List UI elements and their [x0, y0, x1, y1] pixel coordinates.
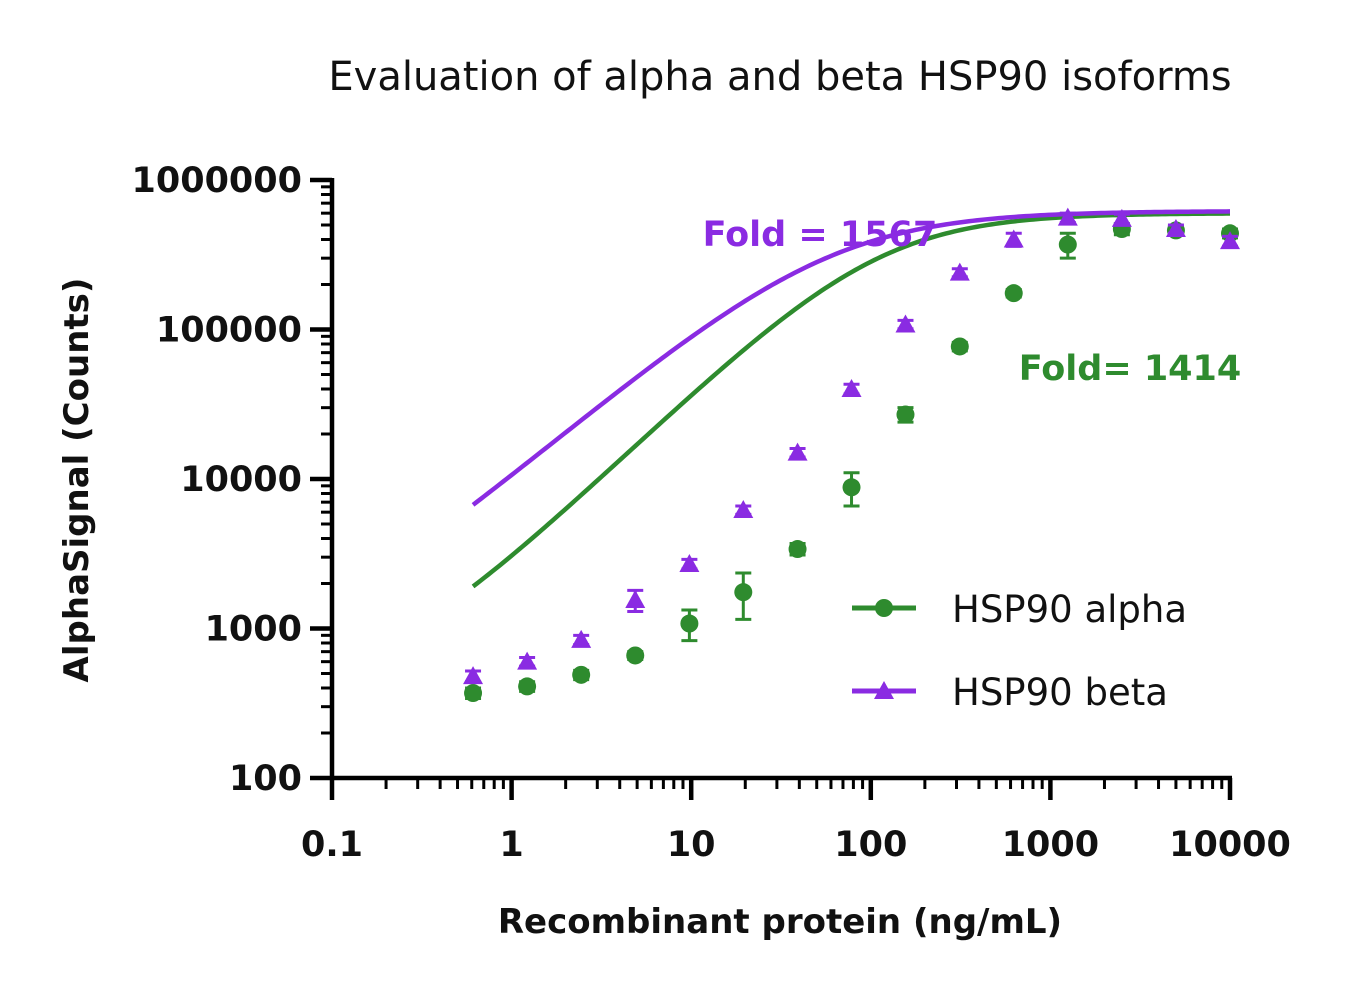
y-tick-label: 100 [229, 759, 302, 799]
y-axis-label: AlphaSignal (Counts) [57, 278, 97, 683]
data-point-series-2 [679, 554, 700, 573]
data-point-series-2 [1220, 231, 1240, 250]
data-point-series-2 [571, 629, 592, 648]
data-point-series-1 [1004, 284, 1023, 303]
data-point-series-1 [896, 405, 915, 424]
data-point-series-2 [787, 442, 808, 461]
data-point-series-2 [895, 314, 916, 333]
legend: HSP90 alpha HSP90 beta [852, 588, 1187, 714]
data-point-series-2 [1111, 208, 1132, 227]
data-point-series-2 [463, 666, 484, 685]
chart-title: Evaluation of alpha and beta HSP90 isofo… [328, 54, 1231, 100]
legend-marker-alpha [875, 599, 893, 617]
data-point-series-2 [1165, 219, 1186, 238]
axes: 100 1000 10000 100000 1000000 0.1 1 10 100 1000 10… [132, 161, 1291, 865]
data-point-series-2 [949, 262, 970, 281]
data-point-series-1 [950, 337, 969, 356]
y-tick-label: 1000000 [132, 161, 302, 201]
data-point-series-2 [1003, 229, 1024, 248]
data-point-series-1 [518, 677, 537, 696]
x-tick-label: 10000 [1169, 825, 1291, 865]
y-tick-label: 10000 [180, 460, 302, 500]
x-tick-label: 10 [667, 825, 716, 865]
data-point-series-1 [680, 614, 699, 633]
data-point-series-1 [842, 478, 861, 497]
data-point-series-1 [788, 540, 807, 559]
legend-item-alpha: HSP90 alpha [852, 588, 1187, 631]
x-tick-label: 1 [499, 825, 523, 865]
data-point-series-1 [464, 684, 483, 703]
data-point-series-2 [625, 590, 646, 609]
fit-curves [471, 209, 1231, 589]
data-point-series-2 [733, 500, 754, 519]
data-point-series-2 [1057, 207, 1078, 226]
data-points [463, 207, 1240, 703]
data-point-series-1 [734, 583, 753, 602]
annotation-fold-beta: Fold = 1567 [703, 215, 938, 255]
legend-label-beta: HSP90 beta [952, 671, 1168, 714]
x-tick-label: 100 [834, 825, 907, 865]
data-point-series-1 [1058, 235, 1077, 254]
data-point-series-1 [626, 646, 645, 665]
fit-curve-series-1 [471, 211, 1231, 589]
data-point-series-2 [841, 378, 862, 397]
data-point-series-2 [517, 651, 538, 670]
legend-marker-beta [874, 681, 894, 699]
legend-item-beta: HSP90 beta [852, 671, 1168, 714]
y-tick-label: 1000 [205, 610, 302, 650]
y-tick-label: 100000 [156, 311, 302, 351]
fit-curve-series-2 [471, 209, 1231, 507]
legend-label-alpha: HSP90 alpha [952, 588, 1187, 631]
x-tick-label: 1000 [1002, 825, 1099, 865]
x-tick-label: 0.1 [301, 825, 363, 865]
annotation-fold-alpha: Fold= 1414 [1019, 349, 1242, 389]
data-point-series-1 [572, 665, 591, 684]
x-axis-label: Recombinant protein (ng/mL) [498, 902, 1062, 942]
